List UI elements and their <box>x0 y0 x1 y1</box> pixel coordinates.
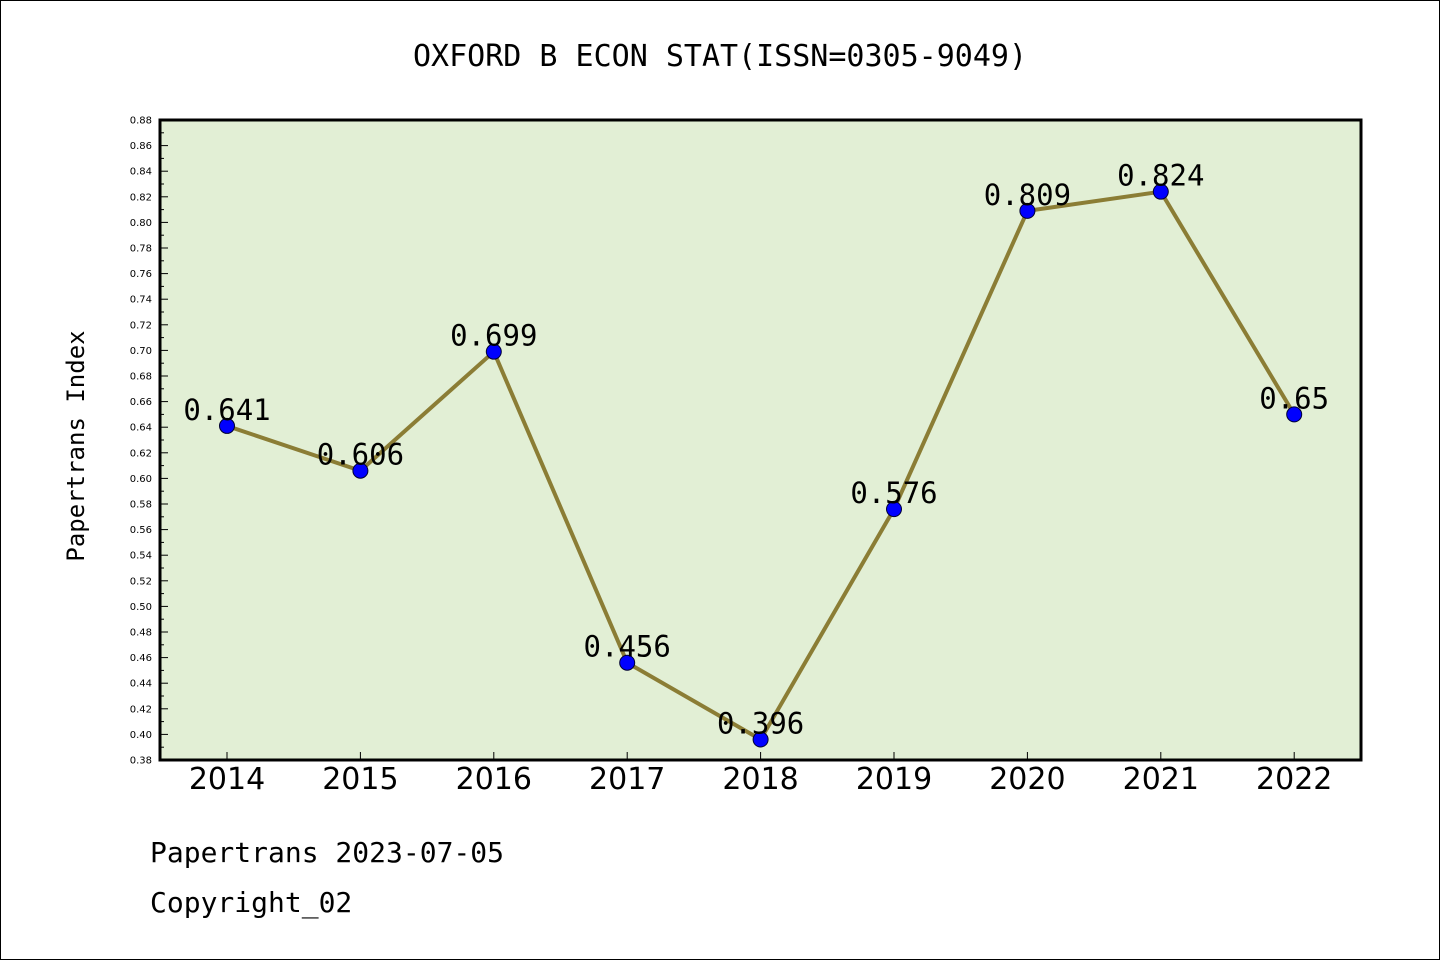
data-label: 0.809 <box>984 178 1071 212</box>
data-label: 0.606 <box>317 438 404 472</box>
chart-title: OXFORD B ECON STAT(ISSN=0305-9049) <box>413 39 1027 74</box>
x-tick-label: 2021 <box>1123 762 1199 797</box>
x-tick-label: 2020 <box>989 762 1065 797</box>
data-label: 0.65 <box>1259 381 1329 415</box>
y-tick-label: 0.70 <box>130 346 152 357</box>
data-point <box>886 501 902 518</box>
data-point <box>619 654 636 671</box>
y-tick-label: 0.78 <box>130 244 152 255</box>
y-tick-label: 0.46 <box>130 653 152 664</box>
y-tick-label: 0.54 <box>130 551 152 562</box>
y-tick-label: 0.38 <box>130 756 152 767</box>
data-point <box>219 417 235 434</box>
data-label: 0.641 <box>183 393 270 427</box>
data-point <box>1019 202 1036 219</box>
data-point <box>752 731 769 748</box>
y-tick-label: 0.88 <box>130 116 152 127</box>
y-tick-label: 0.86 <box>130 141 152 152</box>
y-tick-label: 0.58 <box>130 500 152 511</box>
x-tick-label: 2022 <box>1256 762 1332 797</box>
y-tick-label: 0.48 <box>130 628 152 639</box>
x-tick-label: 2019 <box>856 762 932 797</box>
y-tick-label: 0.42 <box>130 704 152 715</box>
footer-date: Papertrans 2023-07-05 <box>150 836 505 869</box>
y-tick-label: 0.80 <box>130 218 152 229</box>
data-label: 0.456 <box>584 630 671 664</box>
y-tick-label: 0.44 <box>130 679 152 690</box>
x-tick-label: 2018 <box>722 762 798 797</box>
y-tick-label: 0.84 <box>130 167 152 178</box>
y-axis: 0.38 0.40 0.42 0.44 0.46 0.48 0.50 0.52 0.54 0.56… <box>130 116 168 767</box>
data-labels: 0.641 0.606 0.699 0.456 0.396 0.576 0.809 0.824… <box>183 159 1329 741</box>
data-point <box>1152 183 1169 200</box>
y-tick-label: 0.40 <box>130 730 152 741</box>
data-point <box>1286 406 1303 423</box>
y-tick-label: 0.82 <box>130 192 152 203</box>
y-tick-label: 0.56 <box>130 525 152 536</box>
data-point <box>485 343 502 360</box>
y-tick-label: 0.64 <box>130 423 152 434</box>
y-tick-label: 0.62 <box>130 448 152 459</box>
y-tick-label: 0.60 <box>130 474 152 485</box>
x-axis: 2014 2015 2016 2017 2018 2019 2020 2021 2022 <box>189 752 1332 797</box>
y-tick-label: 0.76 <box>130 269 152 280</box>
y-tick-label: 0.74 <box>130 295 152 306</box>
footer-copyright: Copyright_02 <box>150 886 353 919</box>
data-label: 0.699 <box>450 319 537 353</box>
series-0 <box>219 183 1303 748</box>
y-tick-label: 0.68 <box>130 372 152 383</box>
y-tick-label: 0.52 <box>130 576 152 587</box>
x-tick-label: 2016 <box>456 762 532 797</box>
y-tick-label: 0.66 <box>130 397 152 408</box>
x-tick-label: 2014 <box>189 762 265 797</box>
y-axis-label: Papertrans Index <box>62 330 90 561</box>
x-tick-label: 2015 <box>322 762 398 797</box>
data-label: 0.824 <box>1117 159 1204 193</box>
y-tick-label: 0.72 <box>130 320 152 331</box>
data-label: 0.576 <box>850 476 937 510</box>
x-tick-label: 2017 <box>589 762 665 797</box>
data-point <box>352 462 369 479</box>
y-tick-label: 0.50 <box>130 602 152 613</box>
plot-area <box>158 118 1363 762</box>
data-label: 0.396 <box>717 707 804 741</box>
